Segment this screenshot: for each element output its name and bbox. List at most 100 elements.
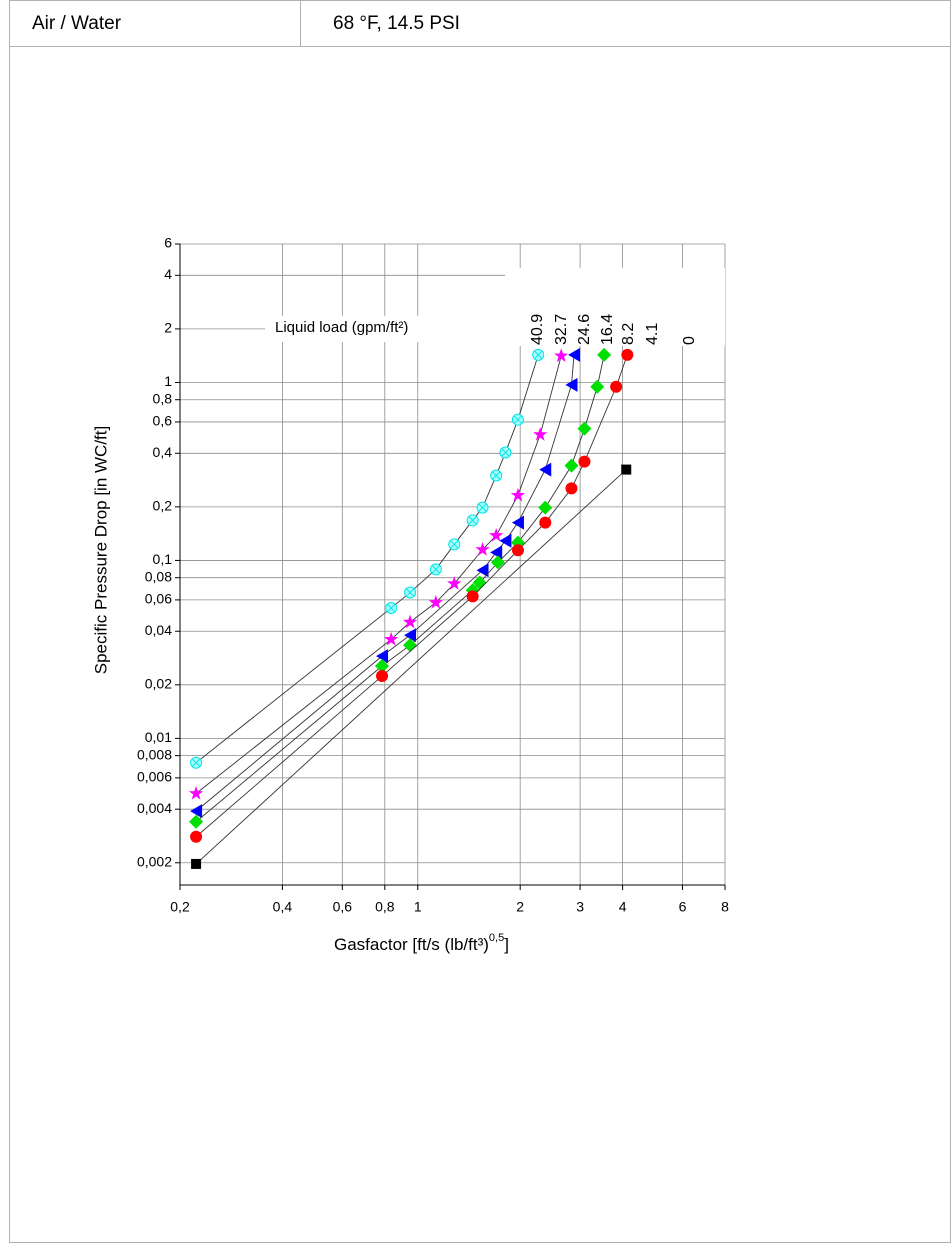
y-tick-label: 0,08 — [145, 568, 172, 584]
y-tick-label: 0,01 — [145, 729, 172, 745]
point — [466, 514, 479, 527]
point — [564, 458, 579, 473]
y-tick-label: 0,006 — [137, 769, 172, 785]
annotation-backdrop — [265, 316, 505, 342]
y-tick-label: 0,008 — [137, 746, 172, 762]
y-tick-label: 0,6 — [153, 413, 173, 429]
point-cross — [405, 588, 415, 597]
point — [511, 544, 524, 557]
y-tick-label: 0,06 — [145, 591, 172, 607]
point — [376, 670, 389, 683]
series-line — [195, 469, 627, 865]
point-cross — [386, 603, 396, 613]
series-label: 16.4 — [599, 314, 616, 345]
x-axis-title: Gasfactor [ft/s (lb/ft³)0,5] — [334, 932, 509, 955]
point — [510, 487, 526, 502]
point — [190, 756, 203, 769]
y-tick-label: 0,004 — [137, 800, 172, 816]
y-tick-label: 0,2 — [153, 498, 173, 514]
point-cross — [191, 758, 201, 768]
x-tick-label: 2 — [516, 899, 524, 915]
y-axis-title: Specific Pressure Drop [in WC/ft] — [91, 426, 110, 674]
point — [190, 830, 203, 843]
point — [577, 421, 592, 436]
point — [404, 628, 417, 643]
point — [476, 501, 489, 514]
x-axis-title-exponent: 0,5 — [489, 932, 504, 944]
point — [189, 814, 204, 829]
point — [621, 348, 634, 361]
point — [475, 542, 490, 556]
series-line — [195, 354, 539, 764]
y-tick-label: 0,1 — [153, 551, 173, 567]
header-cell: 68 °F, 14.5 PSI — [333, 13, 460, 34]
point-cross — [468, 515, 478, 525]
point — [490, 469, 503, 482]
point — [511, 413, 524, 426]
point — [565, 377, 578, 392]
point — [538, 500, 553, 515]
point — [448, 538, 461, 551]
point — [568, 347, 581, 362]
content-cell — [9, 0, 951, 1243]
y-tick-label: 0,04 — [145, 622, 172, 638]
point-cross — [491, 471, 501, 480]
point-cross — [533, 350, 543, 360]
point — [447, 576, 462, 590]
point-cross — [513, 415, 523, 425]
x-tick-label: 8 — [721, 899, 729, 915]
x-tick-label: 4 — [619, 899, 627, 915]
point — [499, 446, 512, 459]
series-label: 8.2 — [620, 323, 637, 345]
point — [554, 348, 569, 362]
x-tick-label: 0,8 — [375, 899, 395, 915]
series-label: 40.9 — [529, 314, 546, 345]
point-cross — [478, 503, 487, 512]
y-tick-label: 0,8 — [153, 390, 173, 406]
x-tick-label: 6 — [679, 899, 687, 915]
header-row: Air / Water 68 °F, 14.5 PSI — [9, 0, 951, 47]
y-tick-label: 0,02 — [145, 676, 172, 692]
point — [532, 348, 545, 361]
point — [385, 602, 398, 615]
annotation: Liquid load (gpm/ft²) — [275, 319, 408, 336]
point — [376, 649, 389, 664]
series-label: 4.1 — [644, 323, 661, 345]
y-tick-label: 1 — [164, 373, 172, 389]
x-tick-label: 0,6 — [333, 899, 353, 915]
point — [533, 427, 548, 441]
point — [402, 614, 418, 629]
point — [191, 858, 202, 869]
series-line — [195, 355, 562, 794]
x-tick-label: 1 — [414, 899, 422, 915]
point — [610, 380, 623, 393]
x-tick-label: 3 — [576, 899, 584, 915]
point — [190, 804, 203, 819]
point — [578, 455, 591, 468]
point — [404, 586, 417, 599]
point — [539, 516, 552, 529]
point — [428, 595, 443, 609]
point — [490, 555, 505, 570]
point — [429, 563, 442, 576]
y-tick-label: 2 — [164, 320, 172, 336]
x-axis-title-main: Gasfactor [ft/s (lb/ft³) — [334, 935, 489, 954]
point — [621, 464, 632, 475]
point — [384, 631, 399, 646]
header-cell: Air / Water — [10, 1, 301, 46]
point — [476, 563, 489, 578]
x-tick-label: 0,4 — [273, 899, 293, 915]
point-cross — [431, 565, 441, 574]
y-tick-label: 0,4 — [153, 444, 173, 460]
series-line — [195, 354, 605, 823]
point — [490, 545, 503, 560]
x-axis-title-end: ] — [504, 935, 509, 954]
y-tick-label: 4 — [164, 266, 172, 282]
series-label: 32.7 — [553, 314, 570, 345]
series-label: 0 — [681, 336, 698, 345]
point — [597, 347, 612, 362]
x-tick-label: 0,2 — [170, 899, 190, 915]
point-cross — [501, 448, 510, 457]
